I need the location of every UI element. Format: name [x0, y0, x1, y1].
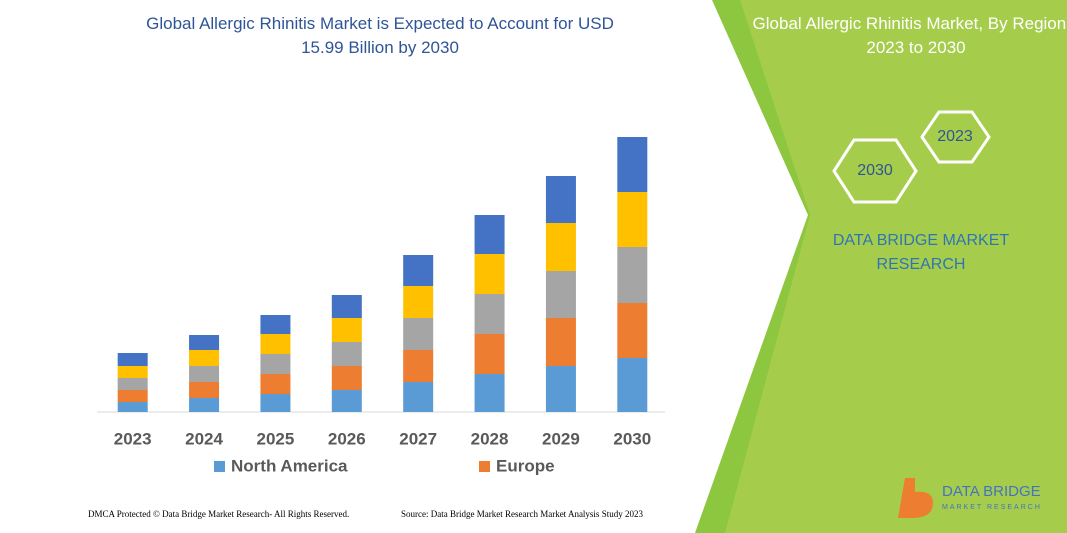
hexagon — [832, 138, 918, 204]
x-tick-label: 2030 — [613, 429, 651, 448]
bar-segment — [403, 255, 434, 286]
plot: 2023 2024 2025 2026 2027 2028 2029 2030 — [114, 137, 651, 448]
bar-segment — [617, 247, 648, 303]
title-line: Global Allergic Rhinitis Market is Expec… — [146, 14, 614, 33]
bar-segment — [331, 295, 362, 318]
legend-swatch — [479, 461, 490, 472]
bar-segment — [260, 315, 291, 334]
bar-segment — [474, 215, 505, 254]
brand-text: DATA BRIDGE MARKET RESEARCH — [833, 232, 1010, 273]
bar-segment — [331, 366, 362, 390]
footer-right: Source: Data Bridge Market Research Mark… — [401, 509, 643, 519]
bar-segment — [117, 390, 148, 402]
bar-segment — [545, 223, 576, 271]
bar-segment — [117, 366, 148, 378]
legend-swatch — [214, 461, 225, 472]
hexagon-label: 2030 — [857, 162, 893, 179]
bar-segment — [617, 137, 648, 192]
hexagon — [920, 110, 991, 164]
bar-segment — [189, 335, 220, 350]
bar-segment — [189, 366, 220, 382]
legend: North America Europe — [214, 456, 555, 475]
bar-segment — [403, 382, 434, 412]
x-tick-label: 2025 — [257, 429, 295, 448]
panel-title: Global Allergic Rhinitis Market, By Regi… — [753, 14, 1067, 57]
x-tick-label: 2026 — [328, 429, 366, 448]
x-tick-label: 2023 — [114, 429, 152, 448]
bar-segment — [474, 334, 505, 374]
x-tick-label: 2029 — [542, 429, 580, 448]
x-tick-label: 2027 — [399, 429, 437, 448]
bar-segment — [260, 354, 291, 374]
bar-segment — [260, 334, 291, 354]
bar-segment — [545, 318, 576, 366]
logo-tagline: MARKET RESEARCH — [942, 504, 1042, 511]
bar-segment — [617, 303, 648, 358]
logo-name: DATA BRIDGE — [942, 483, 1041, 500]
bar-segment — [545, 176, 576, 223]
brand-line: DATA BRIDGE MARKET — [833, 232, 1010, 249]
x-tick-label: 2028 — [471, 429, 509, 448]
x-tick-label: 2024 — [185, 429, 223, 448]
bar-segment — [545, 271, 576, 318]
legend-label: Europe — [496, 456, 555, 475]
bar-segment — [189, 382, 220, 398]
bar-segment — [117, 353, 148, 366]
footer-left: DMCA Protected © Data Bridge Market Rese… — [88, 509, 349, 519]
panel-title-line: Global Allergic Rhinitis Market, By Regi… — [753, 14, 1067, 33]
hexagon-label: 2023 — [937, 128, 973, 145]
bar-segment — [403, 286, 434, 318]
chart-title: Global Allergic Rhinitis Market is Expec… — [146, 14, 614, 57]
legend-label: North America — [231, 456, 348, 475]
bar-segment — [331, 390, 362, 412]
bar-segment — [117, 378, 148, 390]
side-panel — [725, 0, 1067, 533]
bar-segment — [117, 402, 148, 412]
bar-segment — [331, 318, 362, 342]
bar-segment — [260, 394, 291, 412]
bar-segment — [403, 350, 434, 382]
bar-segment — [617, 192, 648, 247]
bar-segment — [189, 398, 220, 412]
bar-segment — [189, 350, 220, 366]
bar-segment — [474, 374, 505, 412]
bar-segment — [260, 374, 291, 394]
logo-icon — [898, 478, 933, 518]
bar-segment — [617, 358, 648, 412]
bar-segment — [474, 254, 505, 294]
bar-segment — [474, 294, 505, 334]
bar-segment — [403, 318, 434, 350]
title-line: 15.99 Billion by 2030 — [301, 38, 459, 57]
panel-title-line: 2023 to 2030 — [866, 38, 965, 57]
bar-segment — [331, 342, 362, 366]
bar-segment — [545, 366, 576, 412]
brand-line: RESEARCH — [877, 256, 966, 273]
